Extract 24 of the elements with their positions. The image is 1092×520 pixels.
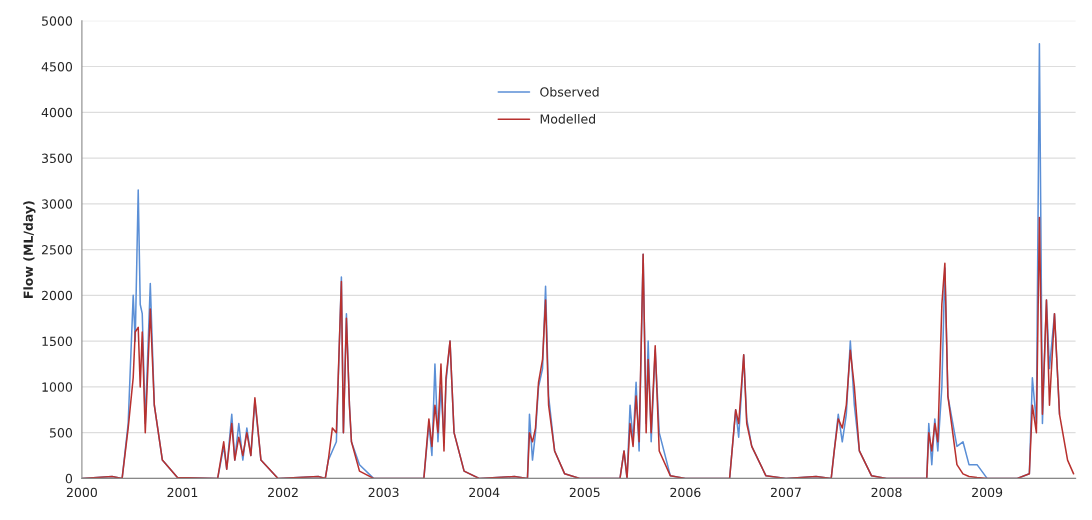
y-tick-label: 2500	[41, 245, 73, 255]
x-tick-label: 2001	[167, 487, 198, 498]
y-tick-label: 4500	[41, 62, 73, 72]
y-tick-label: 1500	[42, 336, 73, 347]
x-tick-label: 2008	[871, 487, 902, 498]
y-tick-label: 2000	[41, 290, 73, 301]
y-axis-title: Flow (ML/day)	[23, 201, 36, 298]
y-tick-label: 4000	[41, 107, 73, 118]
y-tick-label: 1000	[42, 382, 73, 392]
y-tick-label: 5000	[42, 16, 73, 26]
y-tick-label: 3500	[42, 153, 73, 164]
x-tick-label: 2004	[469, 487, 500, 498]
y-tick-label: 0	[65, 473, 73, 484]
x-tick-label: 2002	[268, 487, 298, 498]
legend-label: Observed	[540, 86, 599, 97]
y-tick-label: 3000	[42, 199, 73, 209]
legend-label: Modelled	[540, 114, 595, 124]
x-tick-label: 2009	[972, 487, 1003, 498]
y-tick-label: 500	[49, 428, 73, 438]
x-tick-label: 2003	[368, 487, 399, 498]
x-tick-label: 2007	[770, 487, 801, 498]
x-tick-label: 2000	[66, 487, 97, 498]
x-tick-label: 2006	[670, 487, 701, 498]
x-tick-label: 2005	[569, 487, 600, 498]
